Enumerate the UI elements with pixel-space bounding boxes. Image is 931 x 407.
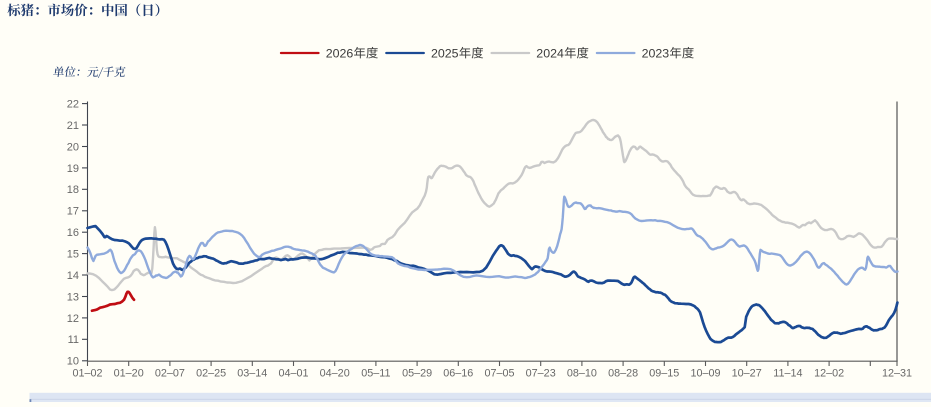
svg-text:02‒07: 02‒07 (155, 368, 185, 380)
svg-text:07‒05: 07‒05 (484, 368, 514, 380)
svg-text:10‒27: 10‒27 (732, 368, 762, 380)
svg-text:03‒14: 03‒14 (237, 368, 267, 380)
svg-text:2024: 2024 (536, 46, 564, 60)
svg-text:2025: 2025 (431, 46, 459, 60)
svg-text:09‒15: 09‒15 (649, 368, 679, 380)
svg-text:02‒25: 02‒25 (196, 368, 226, 380)
svg-text:06‒16: 06‒16 (443, 368, 473, 380)
svg-text:19: 19 (67, 163, 79, 175)
svg-text:14: 14 (67, 270, 79, 282)
svg-text:12: 12 (67, 313, 79, 325)
svg-text:18: 18 (67, 184, 79, 196)
svg-text:16: 16 (67, 227, 79, 239)
svg-text:2023: 2023 (642, 46, 670, 60)
svg-text:05‒29: 05‒29 (402, 368, 432, 380)
svg-text:04‒20: 04‒20 (320, 368, 350, 380)
svg-text:21: 21 (67, 120, 79, 132)
svg-text:12‒31: 12‒31 (882, 368, 912, 380)
svg-text:05‒11: 05‒11 (361, 368, 390, 380)
svg-text:01‒20: 01‒20 (114, 368, 144, 380)
svg-text:20: 20 (67, 141, 79, 153)
svg-text:10‒09: 10‒09 (690, 368, 720, 380)
svg-text:10: 10 (67, 356, 79, 368)
svg-text:04‒01: 04‒01 (278, 368, 308, 380)
svg-text:08‒10: 08‒10 (567, 368, 597, 380)
svg-text:17: 17 (67, 206, 79, 218)
svg-text:13: 13 (67, 291, 79, 303)
svg-text:07‒23: 07‒23 (526, 368, 556, 380)
svg-text:11: 11 (68, 334, 79, 346)
svg-text:15: 15 (67, 249, 79, 261)
svg-text:22: 22 (67, 99, 79, 111)
svg-text:11‒14: 11‒14 (773, 368, 802, 380)
svg-text:01‒02: 01‒02 (72, 368, 102, 380)
svg-text:2026: 2026 (326, 46, 354, 60)
svg-text:12‒02: 12‒02 (814, 368, 844, 380)
svg-text:08‒28: 08‒28 (608, 368, 638, 380)
